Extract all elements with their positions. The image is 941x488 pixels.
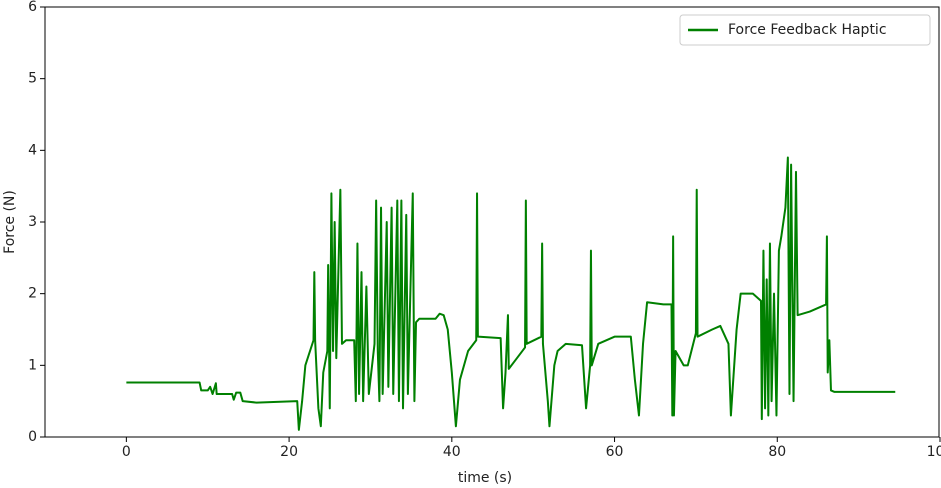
x-tick-label: 20 bbox=[280, 444, 298, 460]
y-tick-label: 5 bbox=[28, 71, 37, 87]
line bbox=[126, 156, 896, 431]
y-tick-label: 3 bbox=[28, 214, 37, 230]
x-tick-label: 40 bbox=[443, 444, 461, 460]
y-tick-label: 4 bbox=[28, 142, 37, 158]
y-tick-label: 1 bbox=[28, 357, 37, 373]
y-tick-label: 2 bbox=[28, 286, 37, 302]
x-tick-label: 100 bbox=[927, 444, 941, 460]
legend-box bbox=[679, 14, 931, 46]
x-tick-label: 60 bbox=[606, 444, 624, 460]
legend-label: Force Feedback Haptic bbox=[728, 22, 887, 38]
x-tick-label: 0 bbox=[122, 444, 131, 460]
x-tick-label: 80 bbox=[768, 444, 786, 460]
y-axis-label: Force (N) bbox=[2, 190, 18, 254]
plot-frame bbox=[44, 6, 940, 438]
y-tick-label: 6 bbox=[28, 0, 37, 15]
y-tick-label: 0 bbox=[28, 429, 37, 445]
x-axis-label: time (s) bbox=[458, 470, 512, 486]
